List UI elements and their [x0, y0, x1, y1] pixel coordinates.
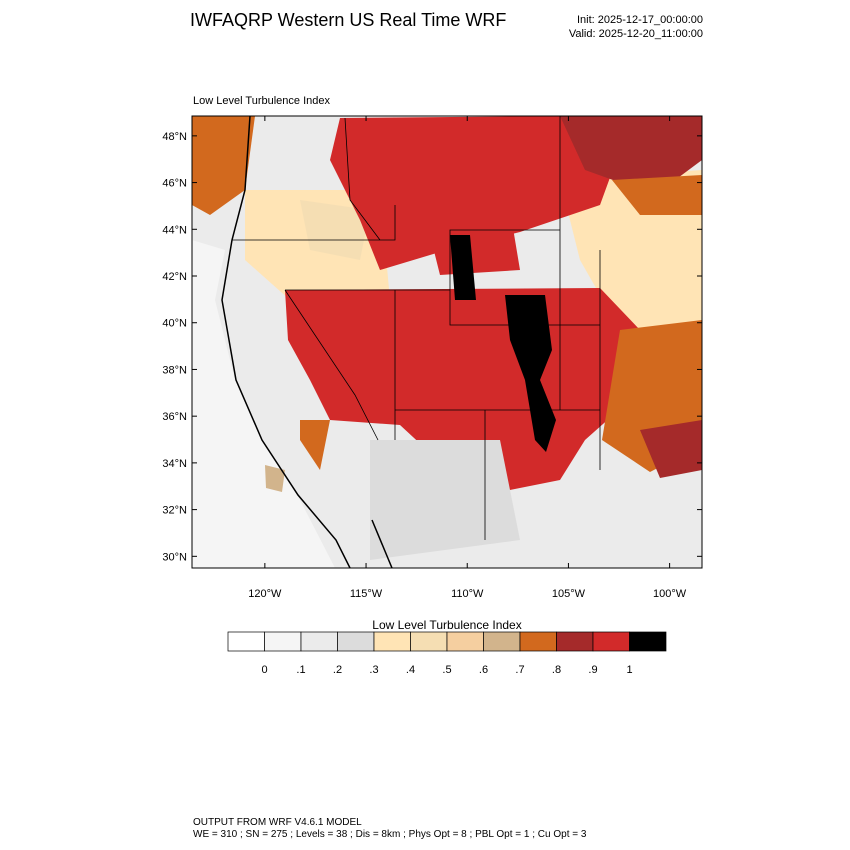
- field-region: [300, 420, 330, 470]
- lat-tick-label: 32°N: [162, 505, 187, 517]
- colorbar-box: [446, 631, 484, 652]
- colorbar-tick-label: 1: [626, 664, 632, 676]
- lon-tick-label: 110°W: [451, 588, 484, 600]
- lat-tick-label: 46°N: [162, 178, 187, 190]
- lat-tick-label: 36°N: [162, 411, 187, 423]
- colorbar-tick-label: .9: [588, 664, 597, 676]
- field-region: [505, 295, 556, 452]
- lon-tick-label: 115°W: [350, 588, 383, 600]
- init-time: Init: 2025-12-17_00:00:00: [577, 14, 703, 26]
- field-region: [192, 240, 335, 568]
- colorbar-box: [483, 631, 521, 652]
- field-region: [370, 440, 520, 560]
- colorbar-box: [410, 631, 448, 652]
- field-region: [330, 116, 620, 270]
- field-region: [560, 116, 702, 195]
- field-region: [450, 235, 476, 300]
- lon-tick-label: 100°W: [653, 588, 687, 600]
- colorbar-box: [264, 631, 302, 652]
- title: IWFAQRP Western US Real Time WRF: [190, 10, 506, 30]
- lat-tick-label: 34°N: [162, 458, 187, 470]
- coastline: [221, 116, 393, 568]
- field-region: [300, 200, 370, 260]
- colorbar-tick-label: .5: [442, 664, 451, 676]
- colorbar-box: [556, 631, 594, 652]
- colorbar-box: [300, 631, 338, 652]
- colorbar-box: [519, 631, 557, 652]
- lon-tick-label: 120°W: [248, 588, 282, 600]
- valid-time: Valid: 2025-12-20_11:00:00: [569, 28, 703, 40]
- colorbar-tick-label: .6: [479, 664, 488, 676]
- field-region: [640, 420, 702, 478]
- field-region: [612, 175, 702, 215]
- state-borders: [232, 116, 601, 540]
- colorbar-tick-label: .1: [296, 664, 305, 676]
- lat-tick-label: 48°N: [162, 131, 187, 143]
- footer-line: WE = 310 ; SN = 275 ; Levels = 38 ; Dis …: [193, 829, 587, 840]
- map-field: [192, 116, 702, 568]
- lat-tick-label: 40°N: [162, 318, 187, 330]
- field-region: [265, 465, 285, 492]
- lon-tick-label: 105°W: [552, 588, 586, 600]
- lat-tick-label: 38°N: [162, 364, 187, 376]
- field-region: [425, 210, 520, 275]
- colorbar-box: [592, 631, 630, 652]
- lat-tick-label: 44°N: [162, 224, 187, 236]
- map-title: Low Level Turbulence Index: [193, 95, 330, 107]
- colorbar-tick-label: .7: [515, 664, 524, 676]
- colorbar-box: [227, 631, 265, 652]
- lat-tick-label: 30°N: [162, 551, 187, 563]
- colorbar-tick-label: .8: [552, 664, 561, 676]
- colorbar-tick-label: .3: [369, 664, 378, 676]
- field-region: [285, 288, 640, 492]
- footer-line: OUTPUT FROM WRF V4.6.1 MODEL: [193, 817, 362, 828]
- colorbar-tick-label: .4: [406, 664, 415, 676]
- colorbar-box: [373, 631, 411, 652]
- lat-tick-label: 42°N: [162, 271, 187, 283]
- field-region: [192, 116, 255, 215]
- colorbar-box: [629, 631, 667, 652]
- colorbar-box: [337, 631, 375, 652]
- colorbar-tick-label: .2: [333, 664, 342, 676]
- map-frame: [191, 115, 703, 569]
- colorbar-tick-label: 0: [261, 664, 267, 676]
- colorbar-title: Low Level Turbulence Index: [372, 618, 521, 632]
